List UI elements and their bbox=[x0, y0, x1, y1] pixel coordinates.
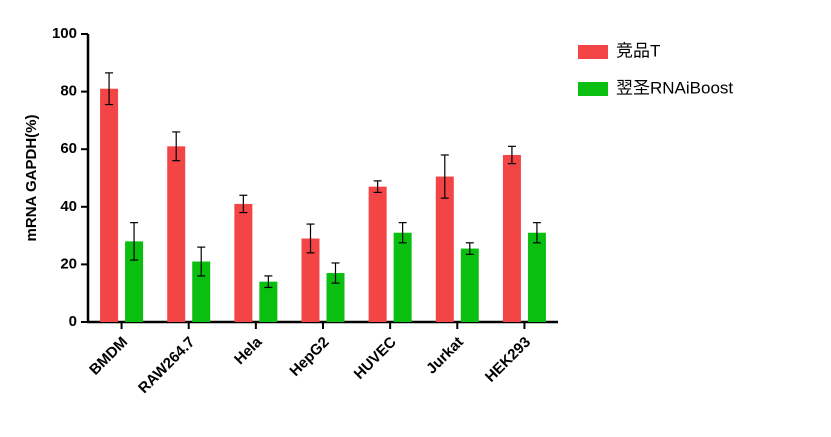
y-tick-label: 20 bbox=[60, 255, 77, 272]
x-tick-label: HEK293 bbox=[482, 334, 534, 386]
x-tick-label: HepG2 bbox=[286, 334, 332, 380]
bar bbox=[502, 154, 521, 322]
x-tick-label: Jurkat bbox=[423, 334, 467, 378]
x-tick-label: RAW264.7 bbox=[135, 334, 198, 397]
y-tick-label: 0 bbox=[69, 313, 77, 330]
bar bbox=[435, 176, 454, 322]
y-tick-label: 60 bbox=[60, 140, 77, 157]
y-tick-label: 40 bbox=[60, 198, 77, 215]
bar bbox=[167, 146, 186, 322]
legend-swatch bbox=[578, 45, 608, 59]
bar bbox=[234, 203, 253, 322]
bar bbox=[259, 281, 278, 322]
bar bbox=[301, 238, 320, 322]
y-axis-label: mRNA GAPDH(%) bbox=[23, 115, 40, 242]
y-tick-label: 100 bbox=[52, 25, 77, 42]
x-tick-label: BMDM bbox=[86, 334, 131, 379]
bar bbox=[100, 88, 119, 322]
legend-swatch bbox=[578, 82, 608, 96]
legend-label: 翌圣RNAiBoost bbox=[616, 78, 733, 97]
bar bbox=[460, 248, 479, 322]
bar bbox=[125, 241, 144, 322]
x-tick-label: HUVEC bbox=[351, 334, 400, 383]
bar bbox=[393, 232, 412, 322]
x-tick-label: Hela bbox=[231, 333, 266, 368]
y-tick-label: 80 bbox=[60, 83, 77, 100]
bar bbox=[368, 186, 387, 322]
bar bbox=[192, 261, 211, 322]
legend-label: 竞品T bbox=[616, 41, 660, 60]
bar bbox=[527, 232, 546, 322]
bar bbox=[326, 273, 345, 322]
